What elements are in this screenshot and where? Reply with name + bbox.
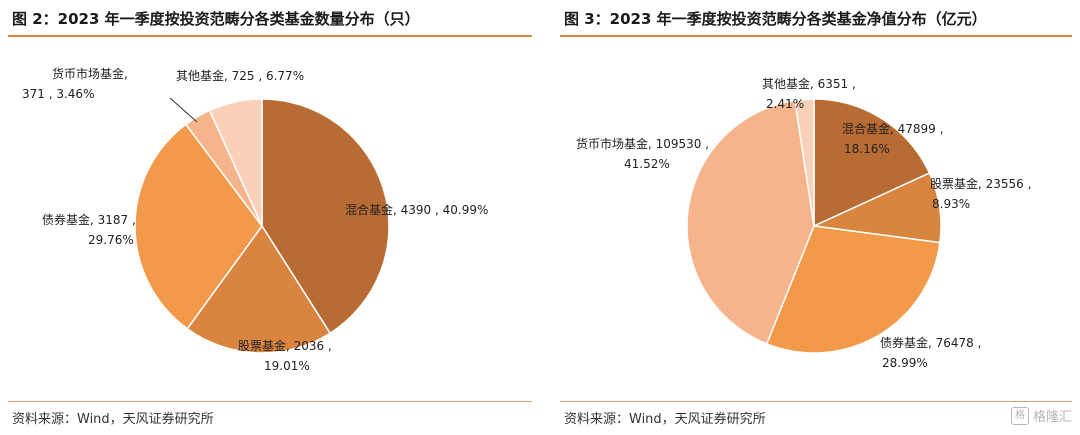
- slice-label-3: 债券基金, 3187 ,: [42, 212, 136, 227]
- slice-label-1: 混合基金, 4390 , 40.99%: [345, 202, 488, 217]
- slice-label-4-pct: 41.52%: [624, 157, 670, 171]
- slice-label-4: 货币市场基金, 109530 ,: [576, 136, 709, 151]
- source-rule: [8, 401, 532, 402]
- pie-slice-3: [134, 123, 263, 330]
- slice-label-5-pct: 2.41%: [766, 97, 804, 111]
- chart-title: 图 3：2023 年一季度按投资范畴分各类基金净值分布（亿元）: [564, 10, 987, 28]
- chart-title: 图 2：2023 年一季度按投资范畴分各类基金数量分布（只）: [12, 10, 420, 28]
- pie-slice-2: [186, 224, 332, 354]
- watermark: 格 格隆汇: [1010, 406, 1072, 425]
- slice-label-1-pct: 18.16%: [844, 142, 890, 156]
- slice-label-4: 货币市场基金,: [52, 66, 128, 81]
- pie-slice-1: [813, 98, 931, 228]
- slice-label-4-pct: 371 , 3.46%: [22, 87, 94, 101]
- pie-slice-5: [794, 98, 815, 227]
- source-rule: [560, 401, 1072, 402]
- source-note: 资料来源：Wind，天风证券研究所: [564, 412, 766, 427]
- leader-line-4: [169, 97, 198, 123]
- slice-label-2: 股票基金, 2036 ,: [238, 338, 332, 353]
- title-rule: [560, 35, 1072, 37]
- pie-chart-fund-nav: 混合基金, 47899 , 18.16% 股票基金, 23556 , 8.93% 债券基…: [576, 76, 1031, 370]
- slice-label-3-pct: 28.99%: [882, 356, 928, 370]
- slice-label-3: 债券基金, 76478 ,: [880, 335, 981, 350]
- source-note: 资料来源：Wind，天风证券研究所: [12, 412, 214, 427]
- slice-label-2-pct: 8.93%: [932, 197, 970, 211]
- slice-label-5: 其他基金, 725 , 6.77%: [176, 68, 304, 83]
- pie-slice-5: [208, 98, 263, 227]
- pie-slice-4: [686, 99, 815, 345]
- title-rule: [8, 35, 532, 37]
- chart-panel-fund-count: 图 2：2023 年一季度按投资范畴分各类基金数量分布（只） 混合基金, 439…: [8, 10, 532, 427]
- slice-label-3-pct: 29.76%: [88, 233, 134, 247]
- pie-slice-3: [765, 225, 941, 354]
- slice-label-2-pct: 19.01%: [264, 359, 310, 373]
- chart-panel-fund-nav: 图 3：2023 年一季度按投资范畴分各类基金净值分布（亿元） 混合基金, 47…: [552, 0, 1080, 435]
- slice-label-1: 混合基金, 47899 ,: [842, 121, 943, 136]
- slice-label-2: 股票基金, 23556 ,: [930, 176, 1031, 191]
- watermark-logo-icon: 格: [1010, 406, 1029, 425]
- pie-chart-fund-count: 混合基金, 4390 , 40.99% 股票基金, 2036 , 19.01% 债券基…: [22, 66, 488, 373]
- slice-label-5: 其他基金, 6351 ,: [762, 76, 856, 91]
- watermark-text: 格隆汇: [1032, 410, 1072, 425]
